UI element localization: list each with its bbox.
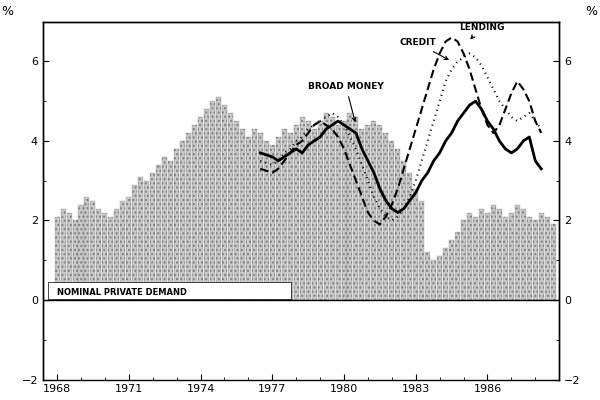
Bar xyxy=(150,173,155,300)
Text: CREDIT: CREDIT xyxy=(399,38,448,60)
Text: %: % xyxy=(1,5,13,18)
Bar xyxy=(293,125,299,300)
Bar xyxy=(228,113,233,300)
Bar xyxy=(449,240,454,300)
Bar xyxy=(299,117,305,300)
Bar xyxy=(276,137,281,300)
Bar xyxy=(97,208,101,300)
Bar xyxy=(240,129,245,300)
Bar xyxy=(198,117,203,300)
Bar xyxy=(180,141,185,300)
Bar xyxy=(407,173,412,300)
Bar xyxy=(425,252,430,300)
Bar xyxy=(311,129,317,300)
Bar xyxy=(371,121,376,300)
Bar xyxy=(216,97,221,300)
Bar xyxy=(186,133,191,300)
Bar xyxy=(503,216,508,300)
Bar xyxy=(419,201,424,300)
Bar xyxy=(377,125,382,300)
Bar xyxy=(109,216,113,300)
Text: LENDING: LENDING xyxy=(459,22,504,38)
Bar xyxy=(527,216,532,300)
Bar xyxy=(365,125,370,300)
Bar xyxy=(533,220,538,300)
Bar xyxy=(455,232,460,300)
Bar xyxy=(210,101,215,300)
Text: BROAD MONEY: BROAD MONEY xyxy=(308,82,384,121)
Bar xyxy=(479,208,484,300)
Bar xyxy=(132,185,137,300)
Bar xyxy=(401,161,406,300)
FancyBboxPatch shape xyxy=(47,282,292,299)
Bar xyxy=(204,109,209,300)
Bar xyxy=(79,204,83,300)
Bar xyxy=(252,129,257,300)
Bar xyxy=(127,197,131,300)
Bar xyxy=(121,201,125,300)
Bar xyxy=(341,121,347,300)
Bar xyxy=(85,197,89,300)
Bar xyxy=(168,161,173,300)
Bar xyxy=(383,133,388,300)
Bar xyxy=(323,113,329,300)
Bar xyxy=(258,133,263,300)
Bar xyxy=(282,129,287,300)
Bar xyxy=(138,177,143,300)
Bar xyxy=(515,204,520,300)
Bar xyxy=(222,105,227,300)
Bar xyxy=(103,212,107,300)
Bar xyxy=(61,208,65,300)
Bar xyxy=(497,208,502,300)
Bar xyxy=(509,212,514,300)
Bar xyxy=(156,165,161,300)
Bar xyxy=(73,220,77,300)
Bar xyxy=(162,157,167,300)
Bar xyxy=(545,216,550,300)
Bar xyxy=(55,216,59,300)
Bar xyxy=(539,212,544,300)
Bar xyxy=(413,189,418,300)
Bar xyxy=(115,208,119,300)
Bar xyxy=(473,216,478,300)
Bar xyxy=(431,260,436,300)
Bar xyxy=(246,137,251,300)
Bar xyxy=(353,117,358,300)
Bar xyxy=(551,224,556,300)
Bar xyxy=(461,220,466,300)
Text: NOMINAL PRIVATE DEMAND: NOMINAL PRIVATE DEMAND xyxy=(57,288,187,297)
Bar xyxy=(491,204,496,300)
Bar xyxy=(347,113,352,300)
Bar xyxy=(174,149,179,300)
Bar xyxy=(521,208,526,300)
Bar xyxy=(437,256,442,300)
Bar xyxy=(144,181,149,300)
Bar xyxy=(443,248,448,300)
Bar xyxy=(264,141,269,300)
Bar xyxy=(192,125,197,300)
Bar xyxy=(485,212,490,300)
Bar xyxy=(234,121,239,300)
Bar xyxy=(67,212,71,300)
Bar xyxy=(329,117,335,300)
Bar xyxy=(305,121,311,300)
Bar xyxy=(288,133,293,300)
Bar xyxy=(389,141,394,300)
Bar xyxy=(395,149,400,300)
Bar xyxy=(91,201,95,300)
Bar xyxy=(335,125,341,300)
Bar xyxy=(359,129,364,300)
Text: %: % xyxy=(585,5,597,18)
Bar xyxy=(317,121,323,300)
Bar xyxy=(270,145,275,300)
Bar xyxy=(467,212,472,300)
